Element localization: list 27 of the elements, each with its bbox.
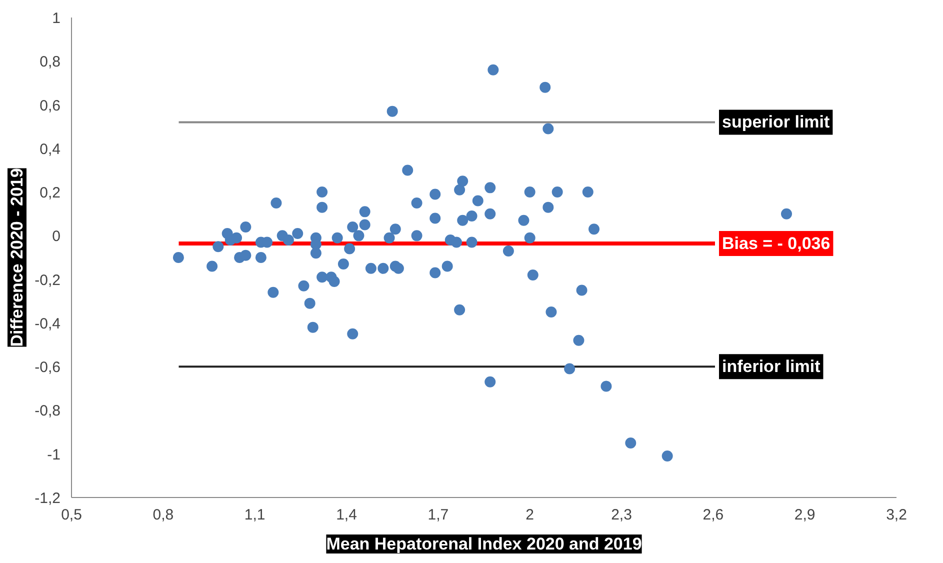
y-tick-label: -0,2: [34, 272, 61, 289]
x-tick-label: 0,8: [152, 506, 174, 524]
y-tick-label: -0,4: [34, 315, 61, 332]
x-tick-label: 2: [526, 506, 534, 524]
y-tick-label: 0: [52, 228, 60, 246]
ref-line-label: Bias = - 0,036: [722, 234, 830, 254]
ref-line-label: inferior limit: [722, 357, 821, 376]
x-tick-label: 3,2: [886, 506, 907, 524]
y-tick-label: -0,6: [34, 359, 61, 376]
y-tick-label: 0,8: [40, 54, 61, 71]
y-tick-label: 0,4: [40, 140, 61, 158]
y-tick-label: 1: [52, 10, 60, 27]
x-tick-label: 1,1: [244, 506, 266, 524]
x-axis-title: Mean Hepatorenal Index 2020 and 2019: [326, 534, 642, 554]
y-axis-title: Difference 2020 - 2019: [8, 168, 26, 347]
x-tick-label: 1,7: [428, 506, 449, 524]
x-tick-label: 2,3: [611, 506, 632, 524]
y-tick-label: -1: [47, 446, 61, 464]
x-tick-label: 2,6: [702, 506, 724, 524]
y-tick-label: -0,8: [34, 402, 61, 420]
x-tick-label: 0,5: [61, 506, 82, 524]
y-tick-label: 0,6: [40, 97, 61, 114]
x-tick-label: 1,4: [336, 506, 357, 524]
y-tick-label: 0,2: [40, 184, 61, 202]
ref-line-label: superior limit: [722, 112, 830, 132]
y-tick-label: -1,2: [34, 490, 61, 507]
x-tick-label: 2,9: [794, 506, 816, 524]
